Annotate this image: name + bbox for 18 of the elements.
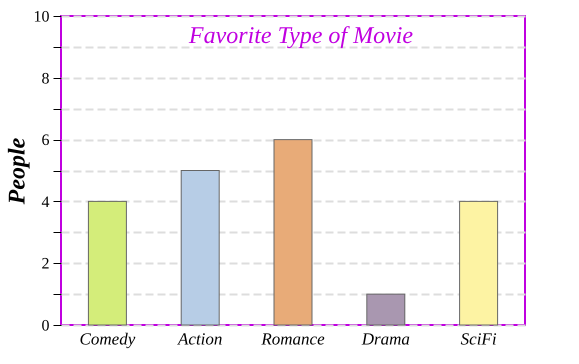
bar (366, 294, 406, 326)
bar (88, 200, 127, 326)
y-tick-label: 2 (42, 256, 50, 273)
x-tick-label: Romance (260, 330, 326, 348)
chart-title: Favorite Type of Movie (188, 23, 414, 49)
bar (274, 139, 312, 326)
x-tick-label: Comedy (80, 330, 136, 348)
y-tick-label: 0 (42, 318, 50, 334)
x-tick-label: SciFi (460, 330, 497, 348)
y-tick-label: 4 (42, 194, 50, 211)
bar (180, 170, 220, 326)
y-tick-label: 6 (42, 132, 50, 150)
y-axis-title: People (4, 137, 30, 206)
bar (459, 200, 498, 326)
y-tick-label: 10 (34, 8, 50, 26)
x-tick-label: Drama (360, 330, 410, 348)
x-tick-label: Action (177, 330, 222, 348)
y-tick-label: 8 (42, 70, 50, 88)
